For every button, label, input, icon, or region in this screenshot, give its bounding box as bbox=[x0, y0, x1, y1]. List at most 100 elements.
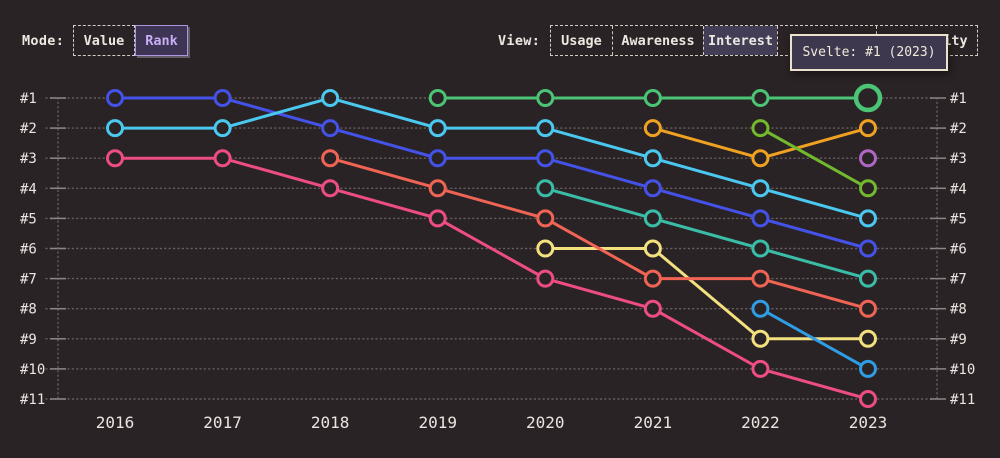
series-line-lime bbox=[759, 126, 869, 190]
data-point-blue[interactable] bbox=[643, 179, 662, 198]
data-point-cyan[interactable] bbox=[859, 209, 877, 228]
data-point-sky-blue[interactable] bbox=[859, 359, 877, 378]
rank-label-right: #6 bbox=[950, 242, 967, 258]
rank-label-right: #5 bbox=[950, 211, 967, 227]
rank-label-right: #7 bbox=[950, 272, 967, 288]
data-point-salmon-red[interactable] bbox=[321, 149, 340, 168]
series-line-teal bbox=[544, 186, 869, 281]
view-awareness-button[interactable]: Awareness bbox=[612, 26, 703, 55]
rank-label-left: #11 bbox=[20, 392, 45, 408]
data-point-teal[interactable] bbox=[536, 179, 555, 198]
data-point-cyan[interactable] bbox=[751, 179, 770, 198]
data-point-salmon-red[interactable] bbox=[859, 299, 877, 318]
data-point-blue[interactable] bbox=[859, 239, 877, 258]
year-label: 2016 bbox=[96, 413, 135, 432]
data-point-blue[interactable] bbox=[106, 89, 124, 107]
rank-label-right: #4 bbox=[950, 181, 967, 197]
rank-label-right: #2 bbox=[950, 121, 967, 137]
year-label: 2021 bbox=[634, 413, 673, 432]
data-point-salmon-red[interactable] bbox=[428, 179, 447, 198]
data-point-yellow[interactable] bbox=[751, 329, 770, 348]
data-point-cyan[interactable] bbox=[643, 149, 662, 168]
data-point-pink[interactable] bbox=[643, 299, 662, 318]
chart-tooltip: Svelte: #1 (2023) bbox=[790, 34, 948, 71]
data-point-teal[interactable] bbox=[643, 209, 662, 228]
series-line-salmon-red bbox=[329, 156, 869, 311]
rank-label-right: #3 bbox=[950, 151, 967, 167]
tooltip-text: Svelte: #1 (2023) bbox=[802, 45, 936, 60]
data-point-pink[interactable] bbox=[751, 359, 770, 378]
view-label: View: bbox=[498, 32, 541, 49]
data-point-pink[interactable] bbox=[536, 269, 555, 288]
rank-label-left: #6 bbox=[20, 242, 37, 258]
data-point-pink[interactable] bbox=[106, 149, 124, 168]
view-interest-button[interactable]: Interest bbox=[703, 26, 777, 55]
rank-label-left: #9 bbox=[20, 332, 37, 348]
data-point-green-svelte[interactable] bbox=[428, 89, 447, 107]
data-point-blue[interactable] bbox=[751, 209, 770, 228]
rank-label-left: #5 bbox=[20, 211, 37, 227]
data-point-yellow[interactable] bbox=[859, 329, 877, 348]
data-point-lime[interactable] bbox=[751, 119, 770, 138]
data-point-green-svelte[interactable] bbox=[536, 89, 555, 107]
series-line-blue bbox=[115, 96, 869, 250]
series-line-sky-blue bbox=[759, 307, 869, 371]
data-point-blue[interactable] bbox=[213, 89, 232, 107]
view-usage-button[interactable]: Usage bbox=[551, 26, 612, 55]
data-point-blue[interactable] bbox=[536, 149, 555, 168]
rank-label-left: #4 bbox=[20, 181, 37, 197]
year-label: 2019 bbox=[418, 413, 457, 432]
year-label: 2017 bbox=[203, 413, 242, 432]
data-point-green-svelte[interactable] bbox=[751, 89, 770, 107]
series-line-cyan bbox=[115, 96, 869, 220]
data-point-yellow[interactable] bbox=[643, 239, 662, 258]
year-label: 2020 bbox=[526, 413, 565, 432]
data-point-yellow[interactable] bbox=[536, 239, 555, 258]
data-point-salmon-red[interactable] bbox=[751, 269, 770, 288]
data-point-lime[interactable] bbox=[859, 179, 877, 198]
grid: #1 #1 #2 #2 #3 #3 #4 #4 #5 #5 #6 #6 #7 #7 #8 #8 #9 #9 #10 #… bbox=[20, 91, 975, 432]
data-point-teal[interactable] bbox=[859, 269, 877, 288]
year-label: 2018 bbox=[311, 413, 350, 432]
data-point-cyan[interactable] bbox=[106, 119, 124, 138]
data-point-orange[interactable] bbox=[751, 149, 770, 168]
data-point-cyan[interactable] bbox=[321, 89, 340, 107]
data-point-orange[interactable] bbox=[859, 119, 877, 138]
data-point-salmon-red[interactable] bbox=[643, 269, 662, 288]
data-point-cyan[interactable] bbox=[428, 119, 447, 138]
rank-label-right: #9 bbox=[950, 332, 967, 348]
rank-label-right: #11 bbox=[950, 392, 975, 408]
data-point-pink[interactable] bbox=[321, 179, 340, 198]
series-line-pink bbox=[115, 156, 869, 401]
rank-label-left: #10 bbox=[20, 362, 45, 378]
data-point-salmon-red[interactable] bbox=[536, 209, 555, 228]
data-point-pink[interactable] bbox=[859, 390, 877, 408]
data-point-pink[interactable] bbox=[213, 149, 232, 168]
rank-label-left: #3 bbox=[20, 151, 37, 167]
rank-label-left: #8 bbox=[20, 302, 37, 318]
highlighted-point-green-svelte[interactable] bbox=[853, 83, 883, 113]
data-point-cyan[interactable] bbox=[213, 119, 232, 138]
data-point-sky-blue[interactable] bbox=[751, 299, 770, 318]
mode-value-button[interactable]: Value bbox=[73, 25, 135, 56]
data-point-cyan[interactable] bbox=[536, 119, 555, 138]
rank-label-left: #7 bbox=[20, 272, 37, 288]
data-points bbox=[106, 89, 877, 408]
year-label: 2023 bbox=[849, 413, 888, 432]
mode-rank-button[interactable]: Rank bbox=[135, 25, 188, 56]
rank-label-left: #2 bbox=[20, 121, 37, 137]
rank-label-right: #8 bbox=[950, 302, 967, 318]
data-point-blue[interactable] bbox=[428, 149, 447, 168]
data-point-pink[interactable] bbox=[428, 209, 447, 228]
rank-label-left: #1 bbox=[20, 91, 37, 107]
mode-label: Mode: bbox=[22, 32, 65, 49]
data-point-green-svelte[interactable] bbox=[643, 89, 662, 107]
year-label: 2022 bbox=[741, 413, 780, 432]
data-point-purple[interactable] bbox=[859, 149, 877, 168]
rank-label-right: #10 bbox=[950, 362, 975, 378]
data-point-teal[interactable] bbox=[751, 239, 770, 258]
data-point-blue[interactable] bbox=[321, 119, 340, 138]
data-point-orange[interactable] bbox=[643, 119, 662, 138]
